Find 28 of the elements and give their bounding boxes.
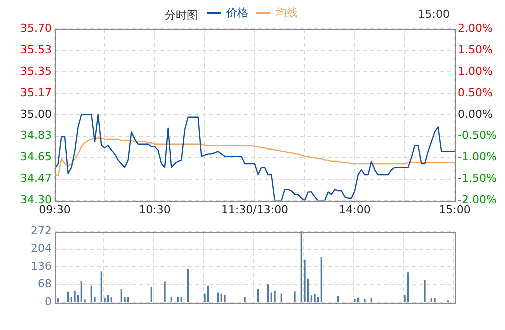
y2-tick-label: 1.00%: [458, 64, 493, 78]
y-tick-label: 35.70: [20, 22, 52, 35]
y-tick-label: 272: [31, 224, 52, 238]
x-tick-label: 14:00: [339, 203, 371, 216]
legend-label: 均线: [275, 6, 298, 20]
y2-tick-label: -0.50%: [458, 129, 497, 142]
y-tick-label: 35.53: [20, 43, 52, 56]
y-tick-label: 136: [31, 260, 52, 273]
chart-title: 分时图: [165, 8, 198, 23]
y-tick-label: 34.65: [20, 150, 52, 164]
y-tick-label: 35.35: [20, 64, 52, 78]
y-tick-label: 204: [31, 242, 52, 256]
y-tick-label: 68: [38, 278, 52, 291]
y2-tick-label: 2.00%: [458, 22, 493, 35]
y-tick-label: 35.00: [20, 108, 52, 121]
y2-tick-label: -1.00%: [458, 150, 497, 164]
y-tick-label: 34.47: [20, 172, 52, 186]
y2-tick-label: 0.50%: [458, 86, 493, 100]
y2-tick-label: 1.50%: [458, 43, 493, 56]
y-tick-label: 34.83: [20, 129, 52, 142]
y2-tick-label: 0.00%: [458, 108, 493, 121]
y-tick-label: 0: [45, 295, 52, 308]
text: 15:00: [418, 8, 450, 21]
x-tick-label: 11:30/13:00: [221, 203, 289, 216]
y-tick-label: 35.17: [20, 86, 52, 100]
legend-label: 价格: [226, 6, 248, 20]
x-tick-label: 10:30: [139, 203, 171, 216]
y2-tick-label: -1.50%: [458, 172, 497, 186]
